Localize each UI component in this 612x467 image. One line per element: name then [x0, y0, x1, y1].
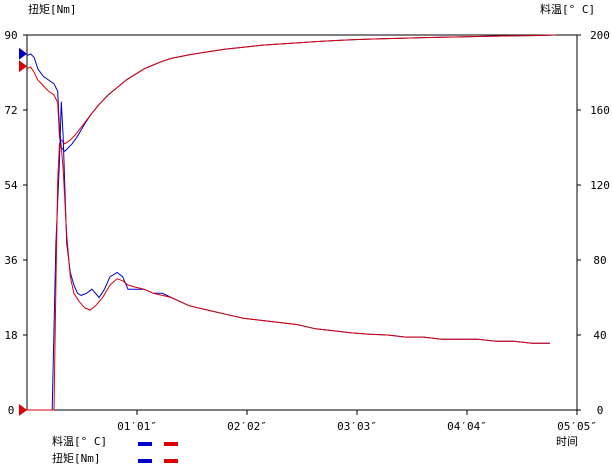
- left-tick-label: 36: [4, 254, 17, 267]
- left-tick-label: 72: [4, 104, 17, 117]
- axis-marker-2: [19, 404, 27, 416]
- axis-marker-0: [19, 47, 27, 60]
- right-tick-label: 0: [597, 404, 604, 417]
- right-tick-label: 80: [593, 254, 606, 267]
- series-line-3: [27, 143, 550, 411]
- right-tick-label: 40: [593, 329, 606, 342]
- right-tick-label: 120: [590, 179, 610, 192]
- left-tick-label: 90: [4, 29, 17, 42]
- x-tick-label: 04′04″: [447, 420, 487, 433]
- x-tick-label: 02′02″: [227, 420, 267, 433]
- series-line-2: [27, 101, 550, 411]
- right-tick-label: 160: [590, 104, 610, 117]
- plot-frame: [26, 34, 578, 411]
- x-tick-label: 05′05″: [557, 420, 597, 433]
- x-tick-label: 03′03″: [337, 420, 377, 433]
- legend-label-temp: 料温[° C]: [52, 435, 108, 448]
- series-line-1: [26, 34, 556, 145]
- legend-label-torque: 扭矩[Nm]: [52, 452, 101, 465]
- left-tick-label: 0: [8, 404, 15, 417]
- axis-marker-1: [19, 60, 27, 73]
- x-axis-label: 时间: [556, 435, 578, 448]
- right-tick-label: 200: [590, 29, 610, 42]
- left-tick-label: 54: [4, 179, 18, 192]
- left-tick-label: 18: [4, 329, 17, 342]
- right-axis-label: 料温[° C]: [540, 3, 596, 16]
- left-axis-label: 扭矩[Nm]: [28, 3, 77, 16]
- x-tick-label: 01′01″: [117, 420, 157, 433]
- series-line-0: [26, 34, 556, 153]
